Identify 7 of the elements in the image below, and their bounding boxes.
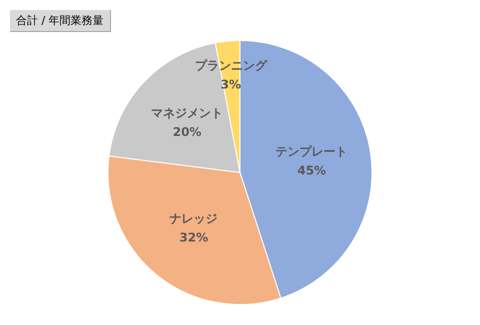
slice-label: マネジメント (151, 106, 224, 120)
chart-title: 合計 / 年間業務量 (10, 10, 111, 32)
data-label: 45% (297, 163, 326, 178)
data-label: 32% (179, 230, 208, 245)
slice-label: ナレッジ (170, 212, 218, 226)
slice-label: テンプレート (276, 144, 348, 158)
data-label: 20% (172, 124, 202, 139)
